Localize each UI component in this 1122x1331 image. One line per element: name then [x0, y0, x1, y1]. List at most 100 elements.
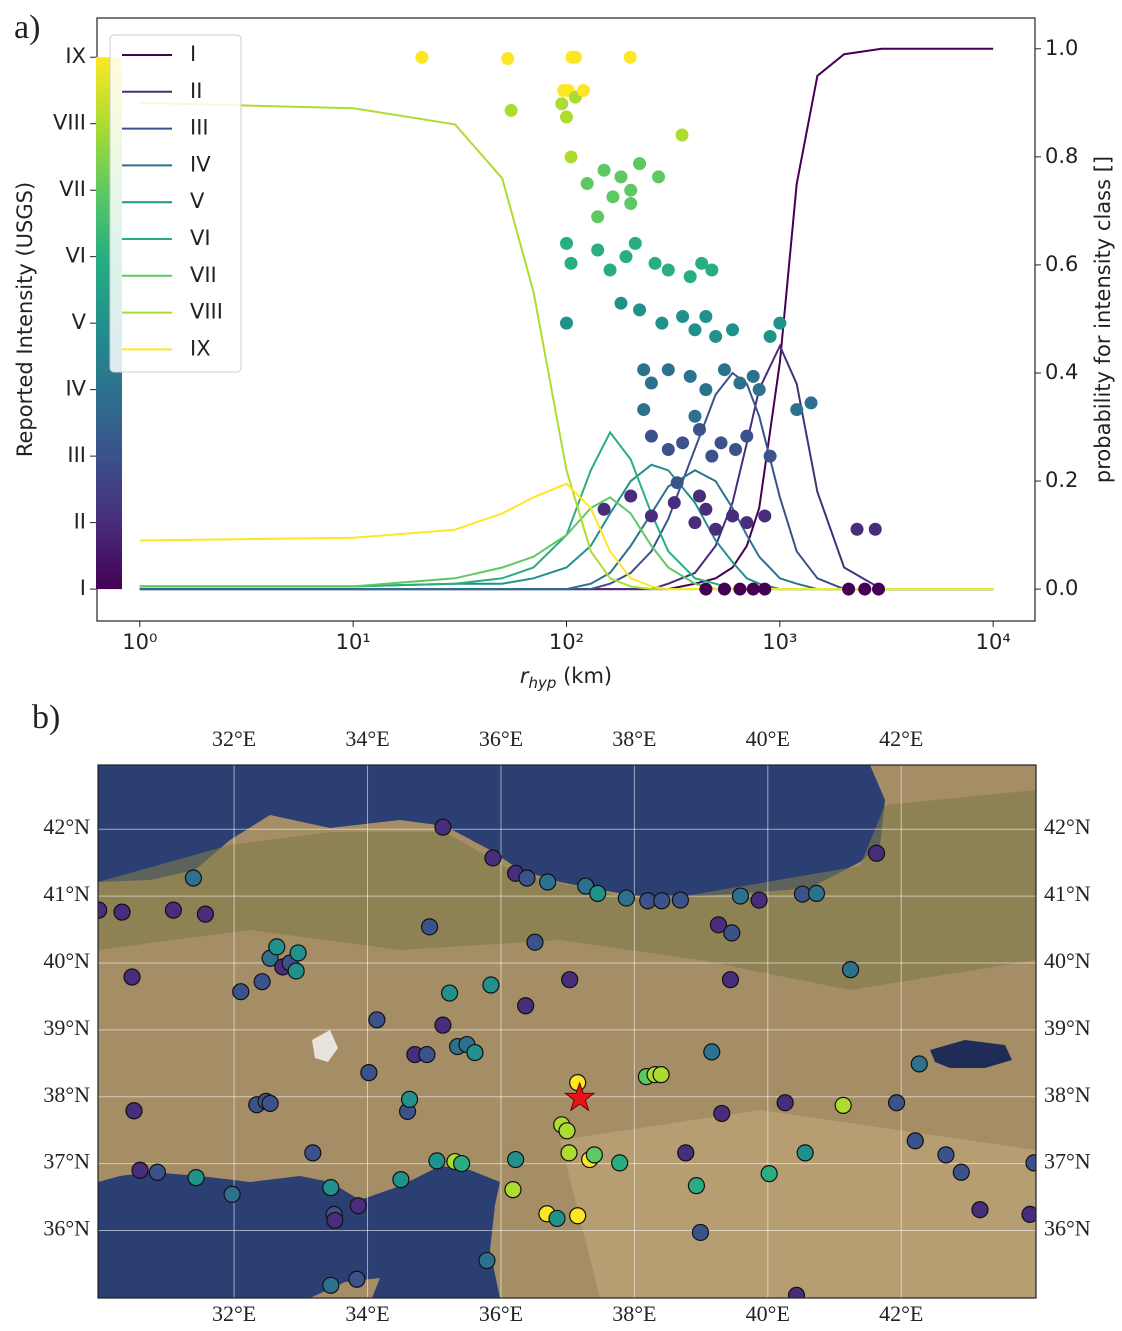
x-tick-label: 38°E [612, 726, 656, 751]
intensity-point [733, 376, 746, 389]
y-tick-label: 36°N [1044, 1216, 1091, 1241]
station-point [254, 974, 270, 990]
figure: a) b) IIIIIIIVVVIVIIVIIIIX0.00.20.40.60.… [0, 0, 1122, 1331]
map-background [98, 765, 1036, 1298]
station-point [797, 1145, 813, 1161]
x-tick-label: 34°E [345, 1301, 389, 1326]
station-point [653, 1067, 669, 1083]
x-tick-label: 10⁰ [122, 630, 157, 654]
y-tick-label: VIII [53, 111, 86, 135]
y2-axis-label: probability for intensity class [] [1091, 156, 1115, 483]
probability-curve [140, 470, 993, 589]
x-tick-label: 10¹ [336, 630, 371, 654]
station-point [843, 962, 859, 978]
station-point [149, 1164, 165, 1180]
x-tick-label: 38°E [612, 1301, 656, 1326]
y-tick-label: III [67, 443, 86, 467]
panel-label: b) [32, 699, 60, 736]
intensity-point [764, 330, 777, 343]
intensity-point [624, 184, 637, 197]
station-point [483, 977, 499, 993]
intensity-point [555, 97, 568, 110]
y-tick-label: I [80, 576, 86, 600]
intensity-point [624, 51, 637, 64]
station-point [586, 1147, 602, 1163]
intensity-point [715, 436, 728, 449]
intensity-point [415, 51, 428, 64]
station-point [361, 1065, 377, 1081]
y2-tick-label: 0.4 [1045, 360, 1078, 384]
x-tick-label: 32°E [212, 1301, 256, 1326]
intensity-point [560, 237, 573, 250]
intensity-point [726, 323, 739, 336]
station-point [559, 1123, 575, 1139]
x-tick-label: 36°E [479, 1301, 523, 1326]
x-tick-label: 42°E [879, 726, 923, 751]
y-tick-label: 36°N [43, 1216, 90, 1241]
y-tick-label: 38°N [43, 1082, 90, 1107]
intensity-point [637, 403, 650, 416]
station-point [91, 902, 107, 918]
station-point [672, 892, 688, 908]
intensity-point [624, 197, 637, 210]
station-point [262, 1095, 278, 1111]
intensity-point [699, 383, 712, 396]
intensity-point [705, 263, 718, 276]
intensity-point [560, 111, 573, 124]
station-point [290, 945, 306, 961]
station-point [454, 1156, 470, 1172]
intensity-point [668, 496, 681, 509]
intensity-point [604, 263, 617, 276]
station-point [519, 870, 535, 886]
x-tick-label: 40°E [746, 726, 790, 751]
station-point [809, 885, 825, 901]
intensity-point [805, 396, 818, 409]
station-point [692, 1224, 708, 1240]
x-axis-label-part: (km) [556, 664, 612, 688]
intensity-point [684, 270, 697, 283]
station-point [612, 1155, 628, 1171]
intensity-point [684, 370, 697, 383]
y-tick-label: 40°N [1044, 948, 1091, 973]
intensity-point [633, 303, 646, 316]
intensity-point [591, 244, 604, 257]
intensity-point [645, 376, 658, 389]
x-tick-label: 10² [549, 630, 584, 654]
intensity-point [747, 370, 760, 383]
intensity-point [688, 323, 701, 336]
intensity-point [624, 490, 637, 503]
station-point [561, 1145, 577, 1161]
station-point [419, 1047, 435, 1063]
station-point [505, 1182, 521, 1198]
station-point [938, 1147, 954, 1163]
intensity-point [758, 583, 771, 596]
station-point [124, 969, 140, 985]
plot-area [140, 49, 993, 596]
station-point [678, 1145, 694, 1161]
intensity-point [705, 450, 718, 463]
y-tick-label: 40°N [43, 948, 90, 973]
station-point [869, 845, 885, 861]
intensity-point [753, 383, 766, 396]
probability-curve [140, 373, 993, 589]
y-tick-label: 37°N [43, 1149, 90, 1174]
station-point [761, 1166, 777, 1182]
station-point [323, 1180, 339, 1196]
station-point [305, 1145, 321, 1161]
intensity-point [872, 583, 885, 596]
station-point [114, 904, 130, 920]
intensity-point [577, 84, 590, 97]
intensity-point [726, 509, 739, 522]
station-point [508, 1152, 524, 1168]
intensity-point [729, 443, 742, 456]
y-tick-label: 37°N [1044, 1149, 1091, 1174]
y-tick-label: 39°N [1044, 1015, 1091, 1040]
intensity-point [645, 430, 658, 443]
station-point [907, 1133, 923, 1149]
station-point [349, 1271, 365, 1287]
intensity-point [709, 330, 722, 343]
station-point [911, 1056, 927, 1072]
station-point [442, 985, 458, 1001]
legend-label: II [190, 79, 202, 103]
intensity-point [851, 523, 864, 536]
